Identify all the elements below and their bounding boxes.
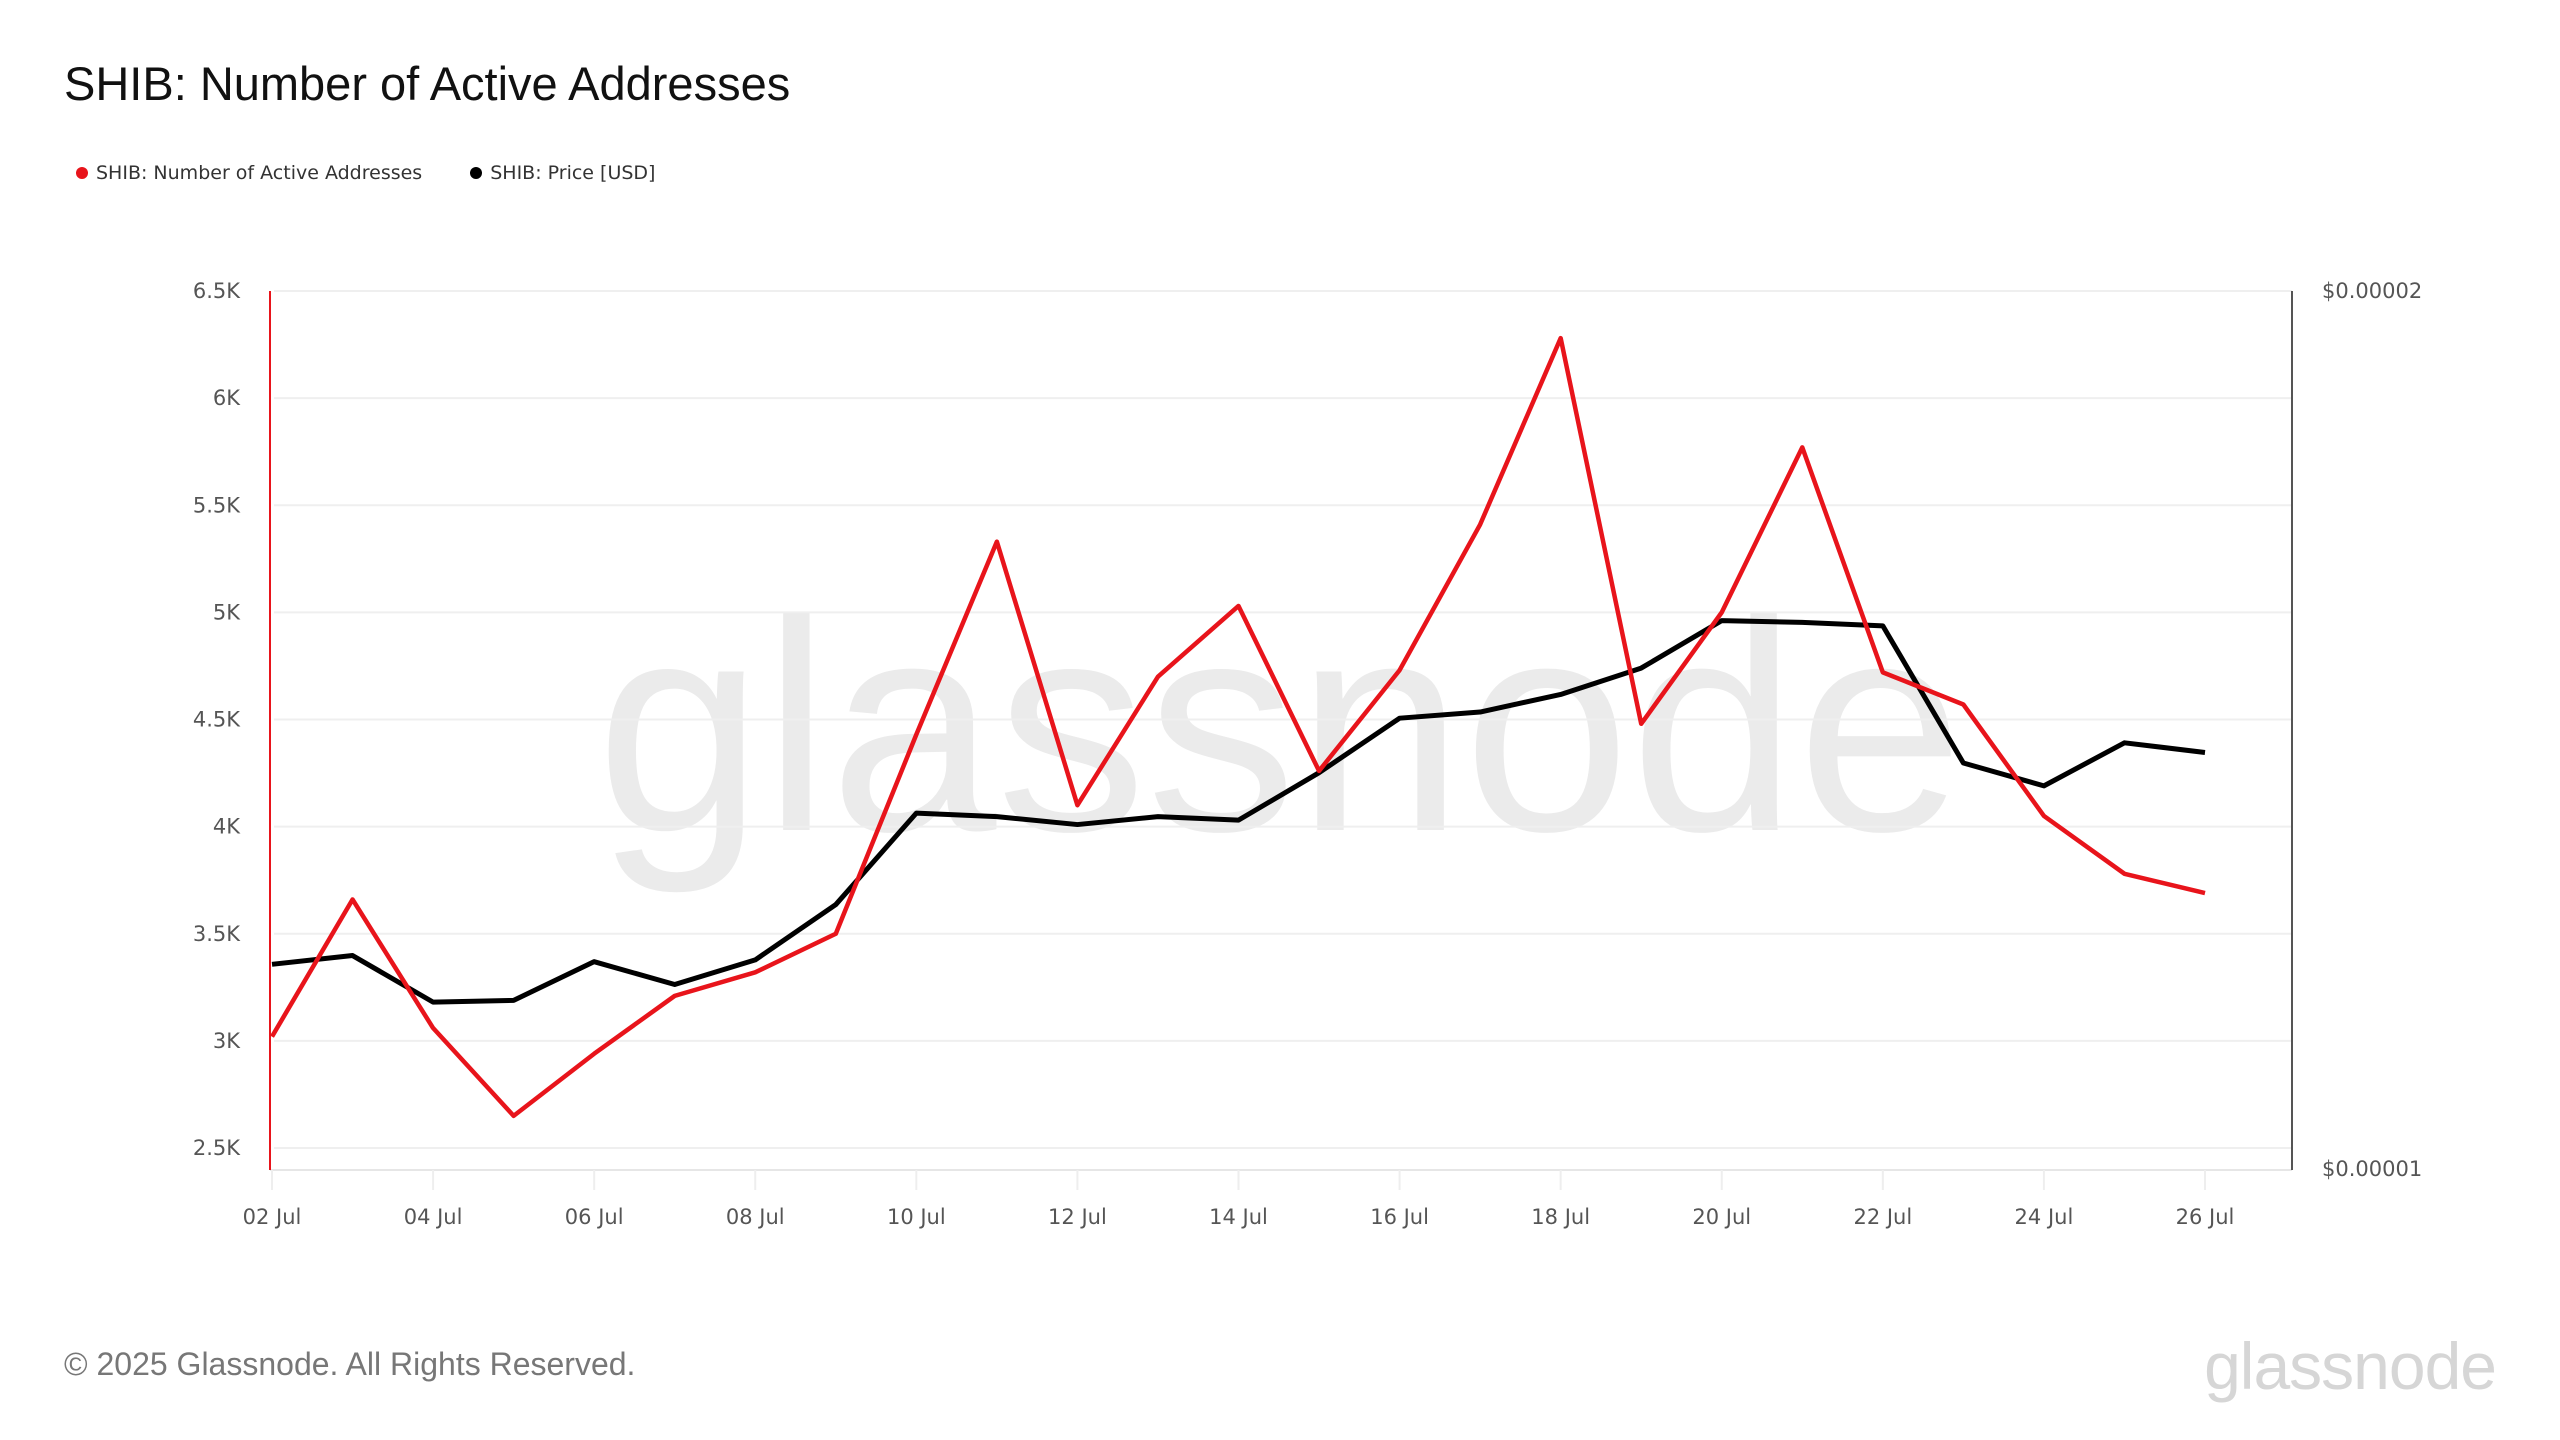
legend-label: SHIB: Price [USD] bbox=[490, 162, 656, 184]
y-tick-label: 6.5K bbox=[193, 279, 241, 303]
red-dot-icon bbox=[76, 167, 88, 179]
y-tick-label: 4.5K bbox=[193, 708, 241, 732]
x-tick-label: 18 Jul bbox=[1531, 1205, 1590, 1229]
price-series-line[interactable] bbox=[271, 618, 2206, 1005]
x-tick-label: 10 Jul bbox=[887, 1205, 946, 1229]
watermark: glassnode bbox=[596, 558, 1964, 896]
x-tick-label: 24 Jul bbox=[2015, 1205, 2074, 1229]
x-tick-label: 26 Jul bbox=[2176, 1205, 2235, 1229]
chart-title: SHIB: Number of Active Addresses bbox=[64, 57, 791, 110]
x-axis: 02 Jul 04 Jul 06 Jul 08 Jul 10 Jul 12 Jul 14 J… bbox=[243, 1170, 2235, 1229]
black-dot-icon bbox=[470, 167, 483, 179]
y-tick-label: 3.5K bbox=[193, 922, 241, 946]
x-tick-label: 16 Jul bbox=[1370, 1205, 1429, 1229]
legend-item-active-addresses[interactable]: SHIB: Number of Active Addresses bbox=[76, 162, 422, 184]
y-axis-left: 2.5K 3K 3.5K 4K 4.5K 5K 5.5K 6K 6.5K bbox=[193, 279, 241, 1160]
x-tick-label: 20 Jul bbox=[1692, 1205, 1751, 1229]
y-tick-label: 2.5K bbox=[193, 1136, 241, 1160]
x-tick-label: 12 Jul bbox=[1048, 1205, 1107, 1229]
x-tick-label: 04 Jul bbox=[404, 1205, 463, 1229]
y-tick-label: 5.5K bbox=[193, 493, 241, 517]
active-addresses-series-line[interactable] bbox=[270, 335, 2206, 1119]
copyright-text: © 2025 Glassnode. All Rights Reserved. bbox=[64, 1346, 636, 1382]
y-right-tick-label: $0.00001 bbox=[2322, 1157, 2422, 1181]
legend-label: SHIB: Number of Active Addresses bbox=[96, 162, 423, 184]
y-tick-label: 6K bbox=[213, 386, 241, 410]
y-tick-label: 4K bbox=[213, 815, 241, 839]
legend: SHIB: Number of Active Addresses SHIB: P… bbox=[76, 162, 655, 184]
glassnode-logo: glassnode bbox=[2204, 1329, 2497, 1403]
gridlines bbox=[270, 290, 2292, 1171]
x-tick-label: 08 Jul bbox=[726, 1205, 785, 1229]
x-tick-label: 02 Jul bbox=[243, 1205, 302, 1229]
y-right-tick-label: $0.00002 bbox=[2322, 279, 2422, 303]
y-axis-right: $0.00002 $0.00001 bbox=[2322, 279, 2422, 1181]
x-tick-label: 06 Jul bbox=[565, 1205, 624, 1229]
legend-item-price[interactable]: SHIB: Price [USD] bbox=[470, 162, 655, 184]
y-tick-label: 5K bbox=[213, 600, 241, 624]
x-tick-label: 22 Jul bbox=[1853, 1205, 1912, 1229]
y-tick-label: 3K bbox=[213, 1029, 241, 1053]
x-tick-label: 14 Jul bbox=[1209, 1205, 1268, 1229]
